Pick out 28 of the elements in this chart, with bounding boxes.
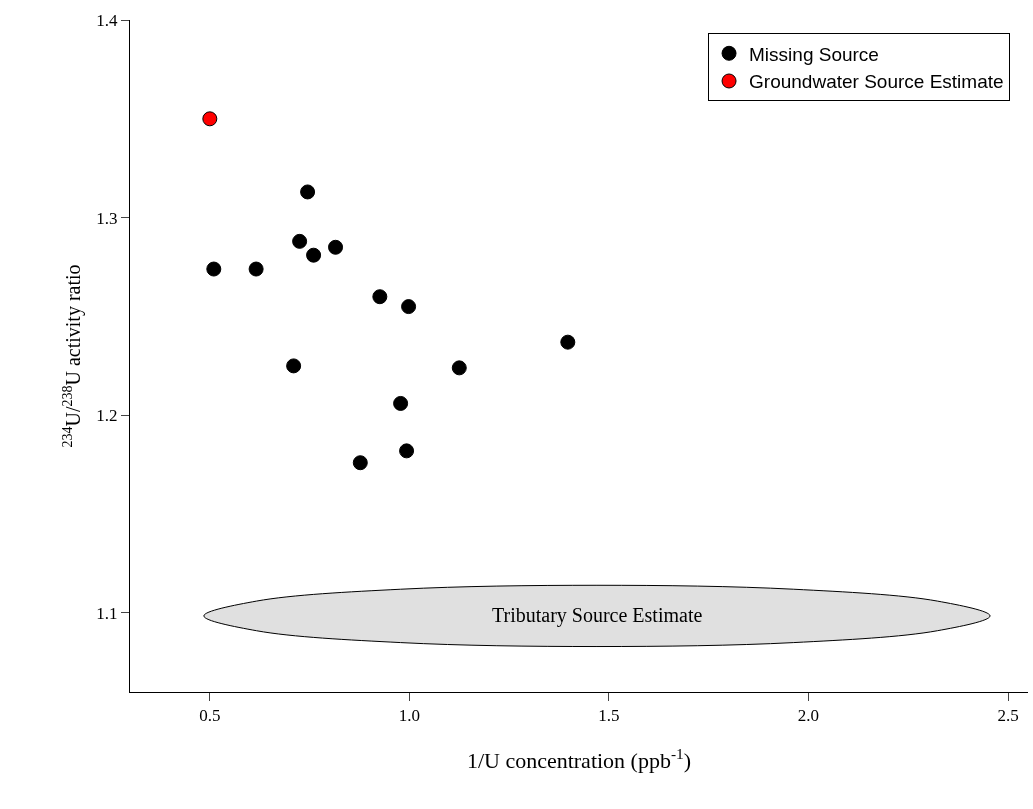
legend-label: Missing Source <box>749 43 879 65</box>
point <box>372 289 388 305</box>
point <box>393 395 409 411</box>
point <box>328 239 344 255</box>
point <box>248 261 264 277</box>
x-tick-label: 2.0 <box>797 706 820 726</box>
x-tick-label: 1.0 <box>398 706 421 726</box>
x-tick-label: 2.5 <box>997 706 1019 726</box>
point <box>286 358 302 374</box>
y-tick-label: 1.3 <box>96 208 118 228</box>
x-axis-title: 1/U concentration (ppb$^{-1}$) <box>466 744 692 773</box>
y-tick-label: 1.1 <box>96 603 118 623</box>
point <box>300 184 316 200</box>
x-tick-label: 1.5 <box>598 706 620 726</box>
point <box>202 111 218 127</box>
point <box>399 443 415 459</box>
legend-label: Groundwater Source Estimate <box>749 71 1004 93</box>
point <box>306 247 322 263</box>
point <box>451 360 467 376</box>
x-tick-label: 0.5 <box>199 706 221 726</box>
point <box>560 334 576 350</box>
y-tick-label: 1.2 <box>96 406 118 426</box>
point <box>352 455 368 471</box>
point <box>292 233 308 249</box>
y-tick-label: 1.4 <box>96 10 119 30</box>
point <box>401 299 417 315</box>
series-label: Tributary Source Estimate <box>492 604 703 627</box>
point <box>206 261 222 277</box>
